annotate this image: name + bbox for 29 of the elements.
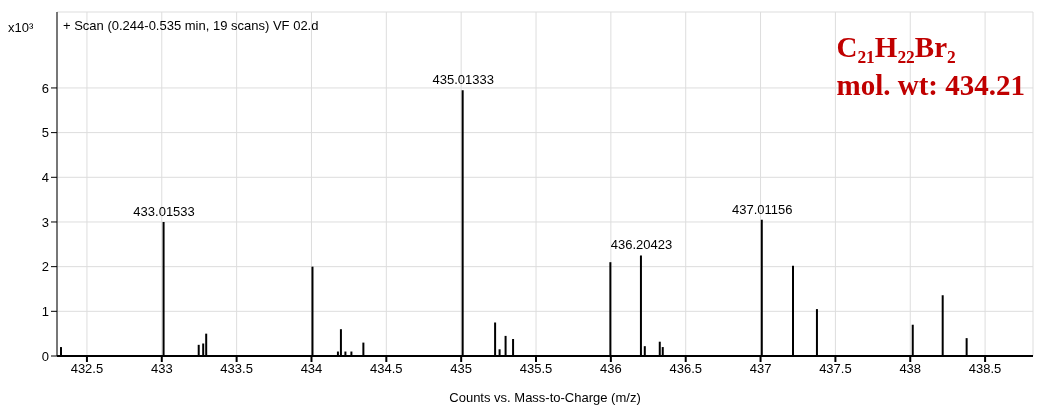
x-tick-label: 438.5 (968, 361, 1002, 377)
x-tick-label: 435 (450, 361, 473, 377)
x-tick-label: 434 (300, 361, 323, 377)
annotation: 437.01156 (732, 201, 793, 217)
text: + Scan (0.244-0.535 min, 19 scans) VF 02.d (63, 18, 319, 33)
x-tick-label: 438 (899, 361, 922, 377)
x-tick-label: 433 (150, 361, 173, 377)
x-axis-title: Counts vs. Mass-to-Charge (m/z) (449, 390, 641, 405)
annotation: 436.20423 (610, 237, 673, 253)
y-axis-title: x10³ (8, 20, 34, 35)
annotation: mol. wt: 434.21 (836, 68, 1025, 103)
x-tick-label: 437.5 (819, 361, 852, 377)
annotation: C₂₁H₂₂Br₂ (836, 30, 957, 65)
annotation: 433.01533 (133, 203, 195, 219)
y-tick-label: 3 (41, 214, 49, 230)
x-tick-label: 434.5 (370, 361, 403, 377)
x-tick-label: 433.5 (220, 361, 253, 377)
y-tick-label: 6 (41, 80, 49, 96)
y-tick-label: 0 (41, 348, 49, 364)
x-tick-label: 437 (749, 361, 772, 377)
x-tick-label: 436.5 (669, 361, 702, 377)
annotation: 435.01333 (432, 72, 494, 88)
y-tick-label: 1 (41, 303, 49, 319)
x-tick-label: 436 (600, 361, 622, 377)
y-tick-label: 4 (41, 169, 49, 185)
y-tick-label: 2 (41, 259, 49, 275)
y-tick-label: 5 (41, 125, 49, 141)
x-tick-label: 435.5 (519, 361, 553, 377)
x-tick-label: 432.5 (70, 361, 104, 377)
